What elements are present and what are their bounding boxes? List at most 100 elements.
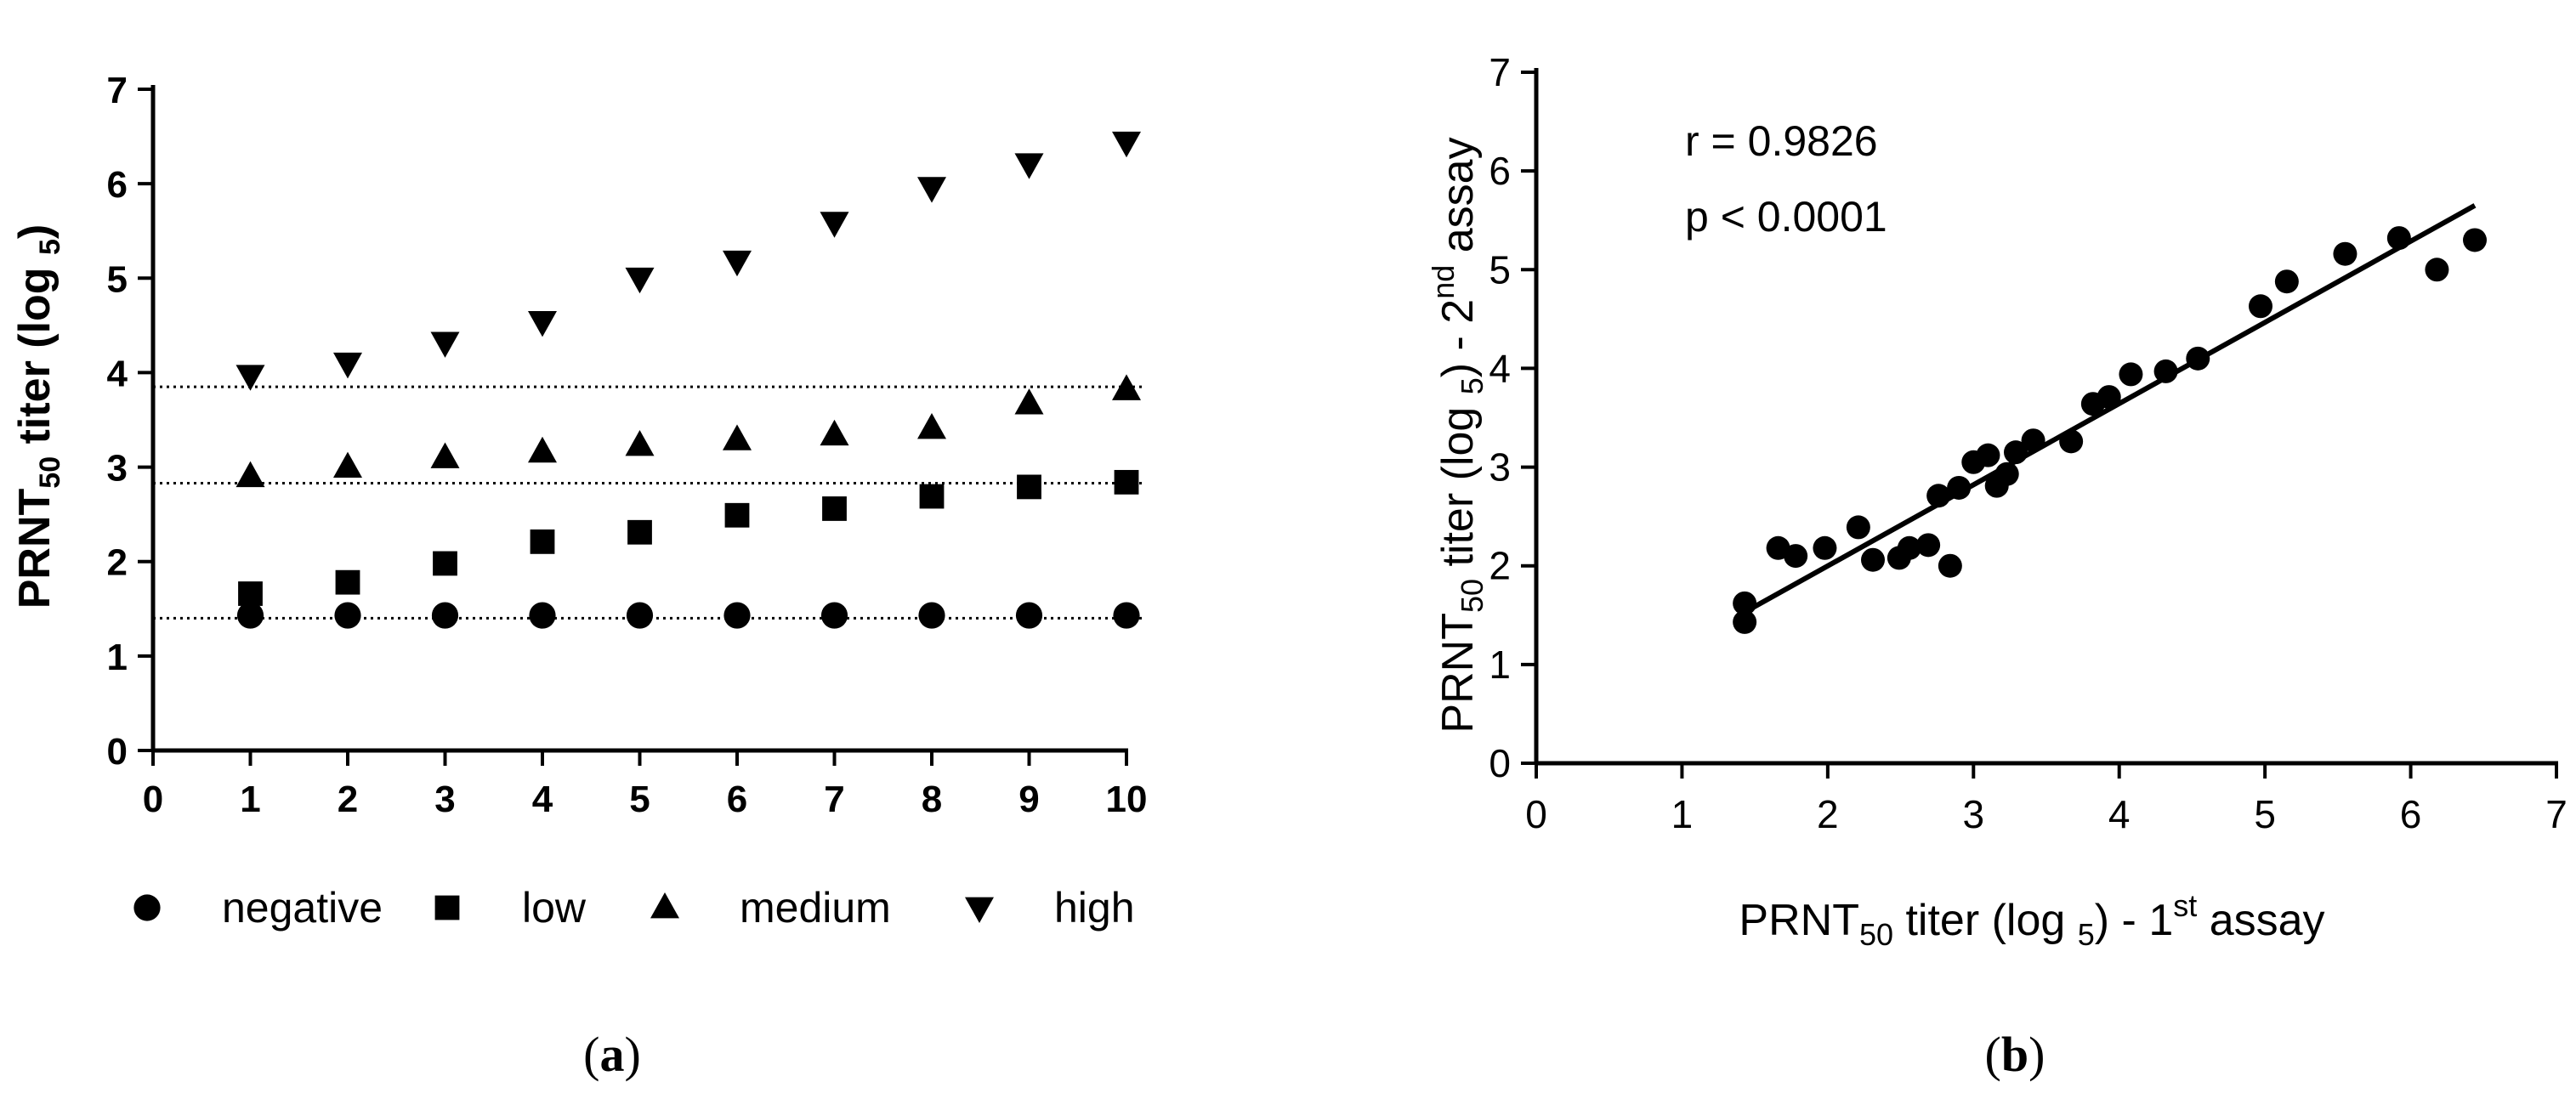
data-point [1938,553,1962,578]
medium-point [917,413,946,439]
x-tick-label: 2 [1817,792,1839,836]
x-tick-label: 4 [532,779,553,820]
legend-low-label: low [522,884,587,932]
panel-a-chart: 0 1 2 3 4 5 6 7 8 9 10 0 1 2 3 4 5 6 7 PRNT50 titer (log … [10,70,1147,1082]
x-tick-label: 4 [2108,792,2131,836]
data-point [1976,443,2000,467]
p-value-annotation: p < 0.0001 [1685,193,1887,241]
medium-point [1014,388,1044,415]
x-tick-label: 2 [338,779,358,820]
low-point [1017,474,1041,500]
y-tick-label: 0 [107,731,128,773]
data-point [1813,535,1837,560]
legend-high-marker [965,897,994,923]
medium-point [528,436,557,463]
data-point [1861,547,1885,572]
high-point [1014,153,1044,179]
panel-a-legend: negative low medium high [133,884,1135,932]
x-tick-label: 3 [1962,792,1984,836]
high-point [235,365,265,391]
panel-a-caption: (a) [583,1027,641,1082]
data-point [1846,515,1870,540]
high-point [917,177,946,203]
data-point [1947,475,1972,500]
y-tick-label: 7 [1489,50,1511,94]
x-tick-label: 1 [240,779,260,820]
data-point [2059,429,2084,454]
negative-point [1113,602,1140,629]
x-tick-label: 7 [2545,792,2567,836]
y-tick-label: 5 [107,258,128,300]
medium-point [235,461,265,488]
legend-negative-label: negative [222,884,383,932]
y-tick-label: 2 [1489,544,1511,588]
panel-b-y-axis-label: PRNT50 titer (log 5) - 2nd assay [1426,137,1489,733]
panel-a-y-axis-label: PRNT50 titer (log 5) [10,224,66,609]
x-tick-label: 0 [1525,792,1547,836]
negative-point [431,602,459,629]
negative-point [1015,602,1043,629]
data-point [2153,359,2178,383]
negative-point [918,602,945,629]
x-tick-label: 0 [143,779,163,820]
negative-point [723,602,751,629]
data-point [2004,440,2028,465]
data-point [2186,346,2210,371]
y-tick-label: 2 [107,542,128,584]
x-tick-label: 3 [434,779,455,820]
medium-point [820,419,849,446]
x-tick-label: 6 [727,779,747,820]
medium-point [1112,374,1141,400]
x-tick-label: 6 [2400,792,2422,836]
x-tick-label: 5 [629,779,650,820]
legend-medium-label: medium [740,884,891,932]
high-point [723,250,752,277]
y-tick-label: 6 [107,164,128,206]
legend-high-label: high [1054,884,1135,932]
high-point [820,212,849,238]
medium-point [333,451,362,478]
y-tick-label: 7 [107,70,128,111]
data-point [1926,484,1951,508]
high-point [430,331,460,358]
data-point [1897,535,1921,560]
high-point [1112,131,1141,158]
medium-point [625,430,655,456]
y-tick-label: 1 [1489,643,1511,687]
y-tick-label: 5 [1489,247,1511,292]
y-tick-label: 4 [107,353,128,394]
legend-negative-marker [133,894,161,921]
x-tick-label: 10 [1106,779,1148,820]
data-point [2097,385,2121,410]
medium-point [723,424,752,450]
y-tick-label: 6 [1489,149,1511,193]
data-point [2463,228,2487,252]
data-point [1916,533,1941,558]
data-point [2333,241,2358,266]
low-point [822,496,847,521]
x-tick-label: 1 [1671,792,1694,836]
data-point [1784,544,1808,569]
data-point [2274,269,2299,294]
data-point [2425,258,2449,282]
negative-point [820,602,848,629]
data-point [2021,428,2045,453]
panel-b-caption: (b) [1985,1027,2045,1082]
negative-point [334,602,361,629]
legend-medium-marker [650,892,679,919]
negative-point [626,602,654,629]
medium-point [430,442,460,468]
low-point [1114,469,1139,495]
x-tick-label: 5 [2254,792,2276,836]
negative-point [236,602,264,629]
data-point [1733,609,1757,634]
data-point [2386,226,2411,251]
high-point [333,352,362,379]
low-point [433,551,457,576]
x-tick-label: 7 [824,779,844,820]
y-tick-label: 4 [1489,346,1511,390]
y-tick-label: 1 [107,637,128,678]
low-point [335,569,360,595]
